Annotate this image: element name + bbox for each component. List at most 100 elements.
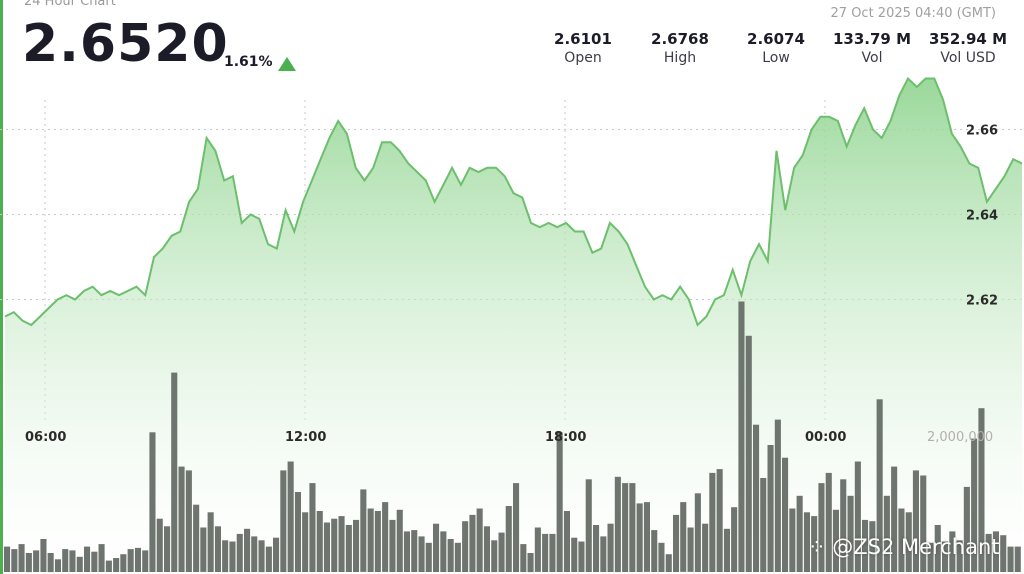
volume-bar (920, 475, 927, 572)
volume-bar (127, 549, 134, 572)
volume-bar (854, 461, 861, 572)
chart-label: 24 Hour Chart (24, 0, 116, 9)
volume-bar (396, 509, 403, 572)
volume-bar (789, 508, 796, 572)
volume-bar (273, 537, 280, 572)
volume-bar (600, 536, 607, 572)
volume-bar (105, 560, 112, 572)
volume-bar (389, 519, 396, 572)
volume-bar (992, 531, 999, 572)
volume-bar (542, 533, 549, 572)
volume-bar (942, 541, 949, 572)
volume-bar (927, 542, 934, 572)
volume-bar (985, 533, 992, 572)
volume-bar (687, 527, 694, 572)
volume-bar (883, 495, 890, 572)
volume-bar (876, 399, 883, 572)
volume-bar (236, 533, 243, 572)
volume-bar (91, 551, 98, 572)
volume-bar (534, 527, 541, 572)
volume-bar (782, 457, 789, 572)
volume-bar (680, 502, 687, 572)
volume-bar (382, 502, 389, 572)
volume-bar (18, 544, 25, 572)
volume-bar (193, 504, 200, 572)
volume-bar (207, 512, 214, 572)
stat-vol-label: Vol (861, 50, 883, 66)
volume-bar (440, 531, 447, 572)
volume-bar (98, 544, 105, 572)
volume-bar (643, 502, 650, 572)
volume-bar (47, 553, 54, 573)
x-tick-label: 06:00 (25, 430, 66, 445)
volume-bar (796, 495, 803, 572)
volume-bar (483, 526, 490, 572)
volume-bar (411, 530, 418, 572)
volume-bar (738, 301, 745, 572)
price-line (4, 76, 1023, 327)
y-tick-label: 2.62 (966, 294, 998, 309)
volume-bar (222, 540, 229, 573)
volume-bar (4, 546, 11, 572)
volume-bar (353, 519, 360, 572)
volume-bar (971, 438, 978, 572)
volume-bar (33, 550, 40, 572)
stat-open-label: Open (564, 50, 602, 66)
volume-bar (403, 531, 410, 572)
volume-bar (607, 523, 614, 572)
volume-bar (622, 483, 629, 572)
volume-bar (862, 519, 869, 572)
volume-bar (200, 527, 207, 572)
volume-bar (294, 492, 301, 572)
stat-vol-value: 133.79 M (832, 30, 912, 48)
volume-bar (214, 526, 221, 572)
volume-bar (585, 479, 592, 572)
volume-bar (265, 546, 272, 572)
volume-bar (513, 483, 520, 572)
volume-bar (171, 372, 178, 572)
volume-bar (891, 466, 898, 572)
volume-bar (774, 419, 781, 572)
volume-bar (956, 540, 963, 573)
volume-bar (825, 472, 832, 572)
volume-bar (338, 516, 345, 572)
volume-bar (345, 525, 352, 572)
volume-bar (898, 508, 905, 572)
volume-bar (658, 542, 665, 572)
change-percent: 1.61% (224, 54, 273, 70)
volume-bar (549, 533, 556, 572)
x-tick-label: 18:00 (545, 430, 586, 445)
volume-bar (651, 530, 658, 572)
volume-bar (753, 424, 760, 572)
stat-low: 2.6074 Low (726, 30, 826, 66)
volume-bar (505, 506, 512, 572)
volume-bar (164, 526, 171, 572)
volume-bar (832, 509, 839, 572)
volume-bar (11, 549, 18, 572)
volume-bar (76, 556, 83, 572)
volume-bar (258, 540, 265, 573)
volume-bar (323, 522, 330, 572)
volume-bar (185, 470, 192, 572)
volume-bar (963, 486, 970, 572)
timestamp: 27 Oct 2025 04:40 (GMT) (830, 6, 996, 21)
stat-high: 2.6768 High (630, 30, 730, 66)
volume-bar (25, 553, 32, 573)
volume-bar (636, 503, 643, 572)
volume-bar (367, 508, 374, 572)
volume-bar (869, 521, 876, 572)
watermark: ⁘ @ZS2 Merchant (808, 535, 1000, 559)
volume-bar (527, 553, 534, 573)
stat-low-value: 2.6074 (747, 30, 805, 48)
volume-bar (498, 532, 505, 572)
volume-bar (665, 554, 672, 572)
volume-bar (1007, 546, 1014, 572)
volume-bar (280, 470, 287, 572)
volume-bar (454, 542, 461, 572)
volume-bar (134, 547, 141, 572)
volume-bar (1014, 546, 1021, 572)
volume-bar (251, 536, 258, 572)
stat-vol: 133.79 M Vol (822, 30, 922, 66)
current-price: 2.6520 (22, 14, 229, 74)
volume-bar (433, 523, 440, 572)
